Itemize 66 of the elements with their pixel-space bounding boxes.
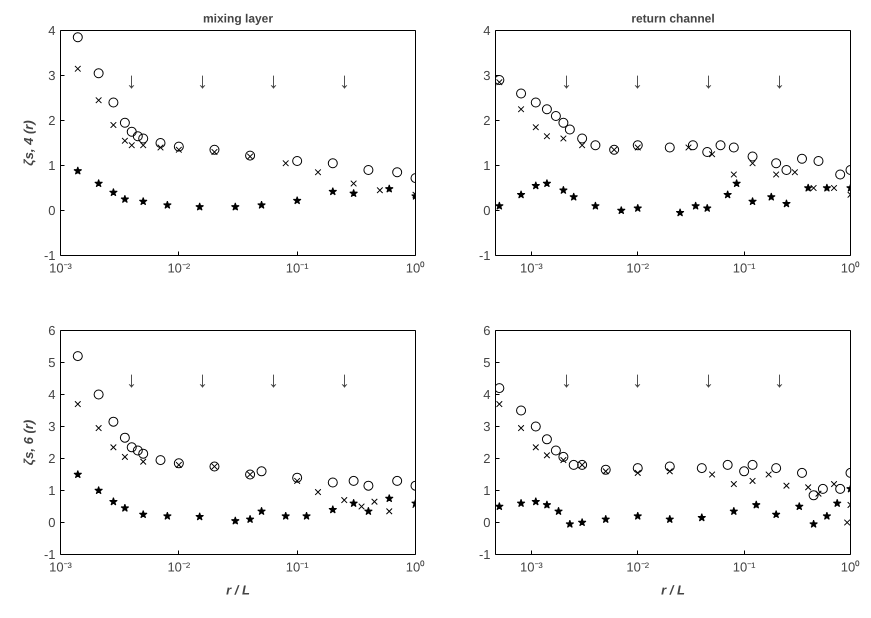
y-tick-label: 4: [48, 23, 56, 38]
y-tick-label: -1: [44, 248, 56, 263]
y-tick-label: 1: [48, 483, 56, 498]
y-tick-label: 4: [48, 387, 56, 402]
x-tick-label: 10⁻¹: [732, 560, 756, 574]
annotation: ↓: [126, 367, 137, 392]
x-tick-label: 10⁻²: [167, 560, 191, 574]
y-tick-label: 2: [48, 451, 56, 466]
y-tick-label: -1: [478, 547, 491, 562]
y-tick-label: 3: [483, 419, 491, 434]
annotation: ↓: [561, 367, 572, 392]
y-tick-label: 4: [483, 23, 491, 38]
y-tick-label: 2: [483, 451, 491, 466]
annotation: ↓: [703, 367, 714, 392]
y-tick-label: 3: [483, 68, 491, 83]
annotation: ↓: [632, 68, 643, 93]
annotation: ↓: [774, 367, 785, 392]
y-tick-label: 6: [48, 323, 56, 338]
y-tick-label: 5: [48, 355, 56, 370]
x-tick-label: 10⁻²: [167, 260, 191, 276]
annotation: ↓: [268, 367, 279, 392]
y-tick-label: 3: [48, 68, 56, 83]
x-tick-label: 10⁻³: [49, 260, 73, 276]
annotation: ↓: [703, 68, 714, 93]
y-tick-label: 0: [48, 515, 56, 530]
y-axis-title: ζs, 6 (r): [20, 420, 36, 466]
y-tick-label: 6: [483, 323, 491, 338]
annotation: ↓: [339, 68, 350, 93]
chart-title: return channel: [631, 12, 715, 26]
y-tick-label: 2: [48, 113, 56, 128]
x-tick-label: 10⁰: [840, 260, 860, 276]
x-tick-label: 10⁰: [406, 260, 426, 276]
x-tick-label: 10⁻³: [520, 560, 544, 574]
y-tick-label: 2: [483, 113, 491, 128]
y-tick-label: 0: [483, 203, 491, 218]
annotation: ↓: [632, 367, 643, 392]
y-axis-title: ζs, 4 (r): [20, 120, 36, 166]
annotation: ↓: [126, 68, 137, 93]
annotation: ↓: [197, 68, 208, 93]
y-tick-label: 0: [483, 515, 491, 530]
y-tick-label: -1: [478, 248, 491, 263]
x-tick-label: 10⁻¹: [286, 260, 310, 276]
annotation: ↓: [561, 68, 572, 93]
y-tick-label: 1: [48, 158, 56, 173]
y-tick-label: 1: [483, 158, 491, 173]
x-axis-title: r / L: [226, 582, 250, 598]
x-tick-label: 10⁻²: [626, 560, 650, 574]
x-tick-label: 10⁻³: [520, 260, 544, 276]
y-tick-label: 4: [483, 387, 491, 402]
y-tick-label: 1: [483, 483, 491, 498]
x-tick-label: 10⁻¹: [732, 260, 756, 276]
y-tick-label: -1: [44, 547, 56, 562]
x-axis-title: r / L: [661, 582, 685, 598]
annotation: ↓: [339, 367, 350, 392]
x-tick-label: 10⁰: [406, 560, 426, 574]
y-tick-label: 3: [48, 419, 56, 434]
annotation: ↓: [774, 68, 785, 93]
x-tick-label: 10⁻²: [626, 260, 650, 276]
x-tick-label: 10⁰: [840, 560, 860, 574]
annotation: ↓: [268, 68, 279, 93]
annotation: ↓: [197, 367, 208, 392]
x-tick-label: 10⁻³: [49, 560, 73, 574]
chart-title: mixing layer: [202, 12, 274, 26]
y-tick-label: 0: [48, 203, 56, 218]
x-tick-label: 10⁻¹: [286, 560, 310, 574]
y-tick-label: 5: [483, 355, 491, 370]
